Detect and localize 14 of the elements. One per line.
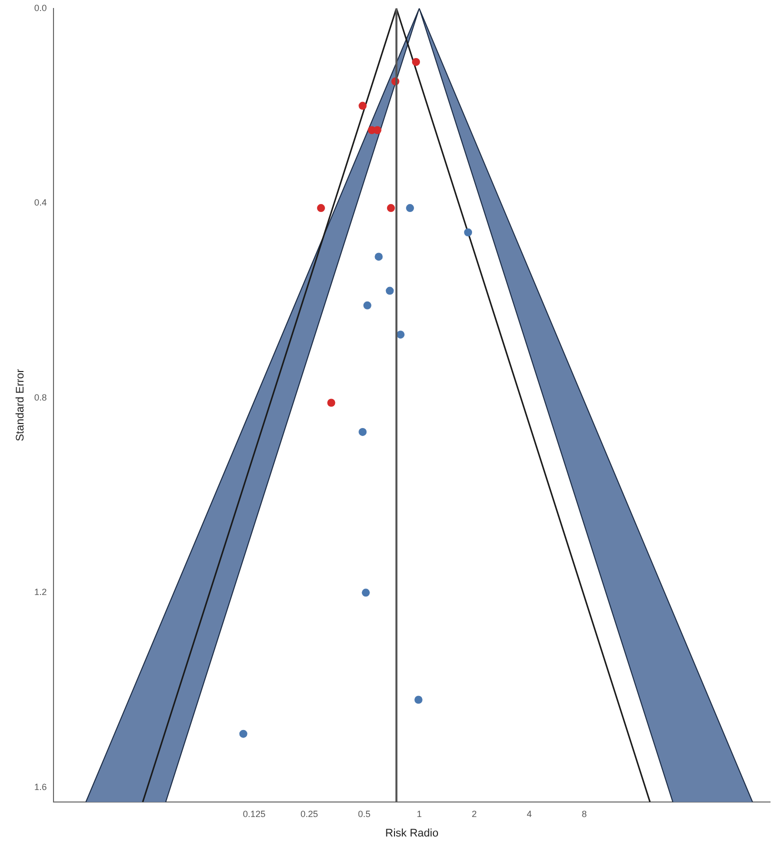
- x-tick-label: 0.5: [358, 808, 370, 819]
- x-tick-label: 1: [416, 808, 422, 819]
- y-tick-label: 1.2: [34, 587, 47, 598]
- x-axis-title: Risk Radio: [385, 827, 438, 840]
- x-tick-label: 8: [582, 808, 587, 819]
- y-tick-label: 0.0: [34, 2, 47, 13]
- x-tick-label: 0.25: [300, 808, 318, 819]
- x-tick-label: 0.125: [242, 808, 266, 819]
- x-tick-label: 2: [472, 808, 477, 819]
- x-tick-label: 4: [526, 808, 532, 819]
- y-tick-label: 1.6: [34, 782, 47, 792]
- y-tick-label: 0.8: [34, 392, 47, 402]
- y-tick-label: 0.4: [34, 198, 47, 208]
- y-axis-title: Standard Error: [14, 368, 27, 442]
